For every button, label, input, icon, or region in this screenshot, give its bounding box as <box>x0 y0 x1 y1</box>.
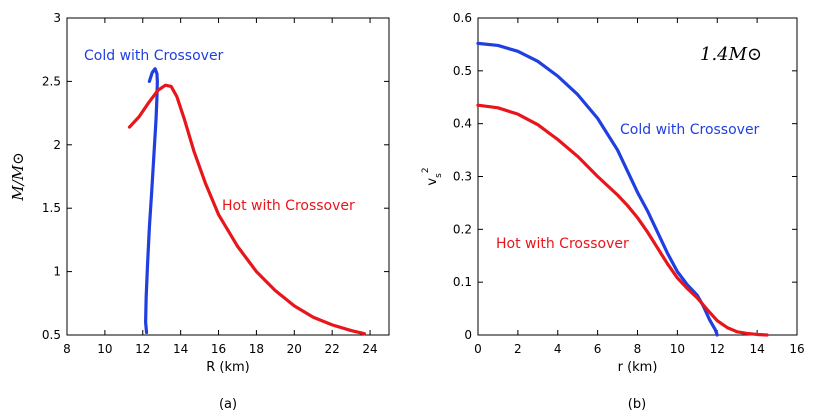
series-line-hot <box>476 103 769 337</box>
x-tick-label: 16 <box>789 342 804 356</box>
mass-label: 1.4M⊙ <box>700 44 762 65</box>
y-tick-label: 0.2 <box>453 222 472 236</box>
annotation-hot: Hot with Crossover <box>222 198 355 214</box>
plot-frame <box>477 17 798 336</box>
y-tick-label: 0.6 <box>453 11 472 25</box>
y-tick-label: 0.1 <box>453 275 472 289</box>
x-tick-label: 18 <box>249 342 264 356</box>
y-tick-label: 3 <box>53 11 61 25</box>
y-tick-label: 0.5 <box>453 64 472 78</box>
annotation-hot: Hot with Crossover <box>496 236 629 252</box>
x-tick-label: 24 <box>362 342 377 356</box>
x-tick-label: 12 <box>135 342 150 356</box>
x-tick-label: 20 <box>287 342 302 356</box>
panel-caption: (a) <box>219 397 237 412</box>
x-tick-label: 14 <box>749 342 764 356</box>
x-tick-label: 0 <box>474 342 482 356</box>
x-tick-label: 4 <box>554 342 562 356</box>
plot-frame <box>66 17 390 336</box>
series-line-hot <box>127 83 366 336</box>
x-tick-label: 16 <box>211 342 226 356</box>
y-tick-label: 0.3 <box>453 170 472 184</box>
y-tick-label: 2.5 <box>42 74 61 88</box>
y-tick-label: 1.5 <box>42 201 61 215</box>
x-tick-label: 10 <box>97 342 112 356</box>
x-tick-label: 14 <box>173 342 188 356</box>
x-axis-label: R (km) <box>206 360 250 375</box>
x-tick-label: 8 <box>634 342 642 356</box>
y-axis-label: vs2 <box>421 167 444 185</box>
x-tick-label: 6 <box>594 342 602 356</box>
x-tick-label: 2 <box>514 342 522 356</box>
x-tick-label: 10 <box>670 342 685 356</box>
series-line-cold <box>476 41 719 337</box>
y-tick-label: 0 <box>464 328 472 342</box>
y-tick-label: 2 <box>53 138 61 152</box>
y-axis-label: M/M⊙ <box>9 152 27 201</box>
x-tick-label: 12 <box>710 342 725 356</box>
y-tick-label: 0.5 <box>42 328 61 342</box>
y-tick-label: 0.4 <box>453 117 472 131</box>
panel-b: 0 2 4 6 8 10 12 14 16 0 0.1 0.2 0.3 0.4 0.5 0.6 r (km) vs… <box>421 11 805 412</box>
x-tick-label: 8 <box>63 342 71 356</box>
annotation-cold: Cold with Crossover <box>84 48 224 64</box>
series-line-cold <box>144 67 159 335</box>
x-tick-label: 22 <box>325 342 340 356</box>
panel-caption: (b) <box>628 397 646 412</box>
annotation-cold: Cold with Crossover <box>620 122 760 138</box>
y-tick-label: 1 <box>53 265 61 279</box>
x-axis-label: r (km) <box>618 360 658 375</box>
panel-a: 8 10 12 14 16 18 20 22 24 0.5 1 1.5 2 2.5 3 R (km) M/M⊙ C… <box>9 11 390 412</box>
